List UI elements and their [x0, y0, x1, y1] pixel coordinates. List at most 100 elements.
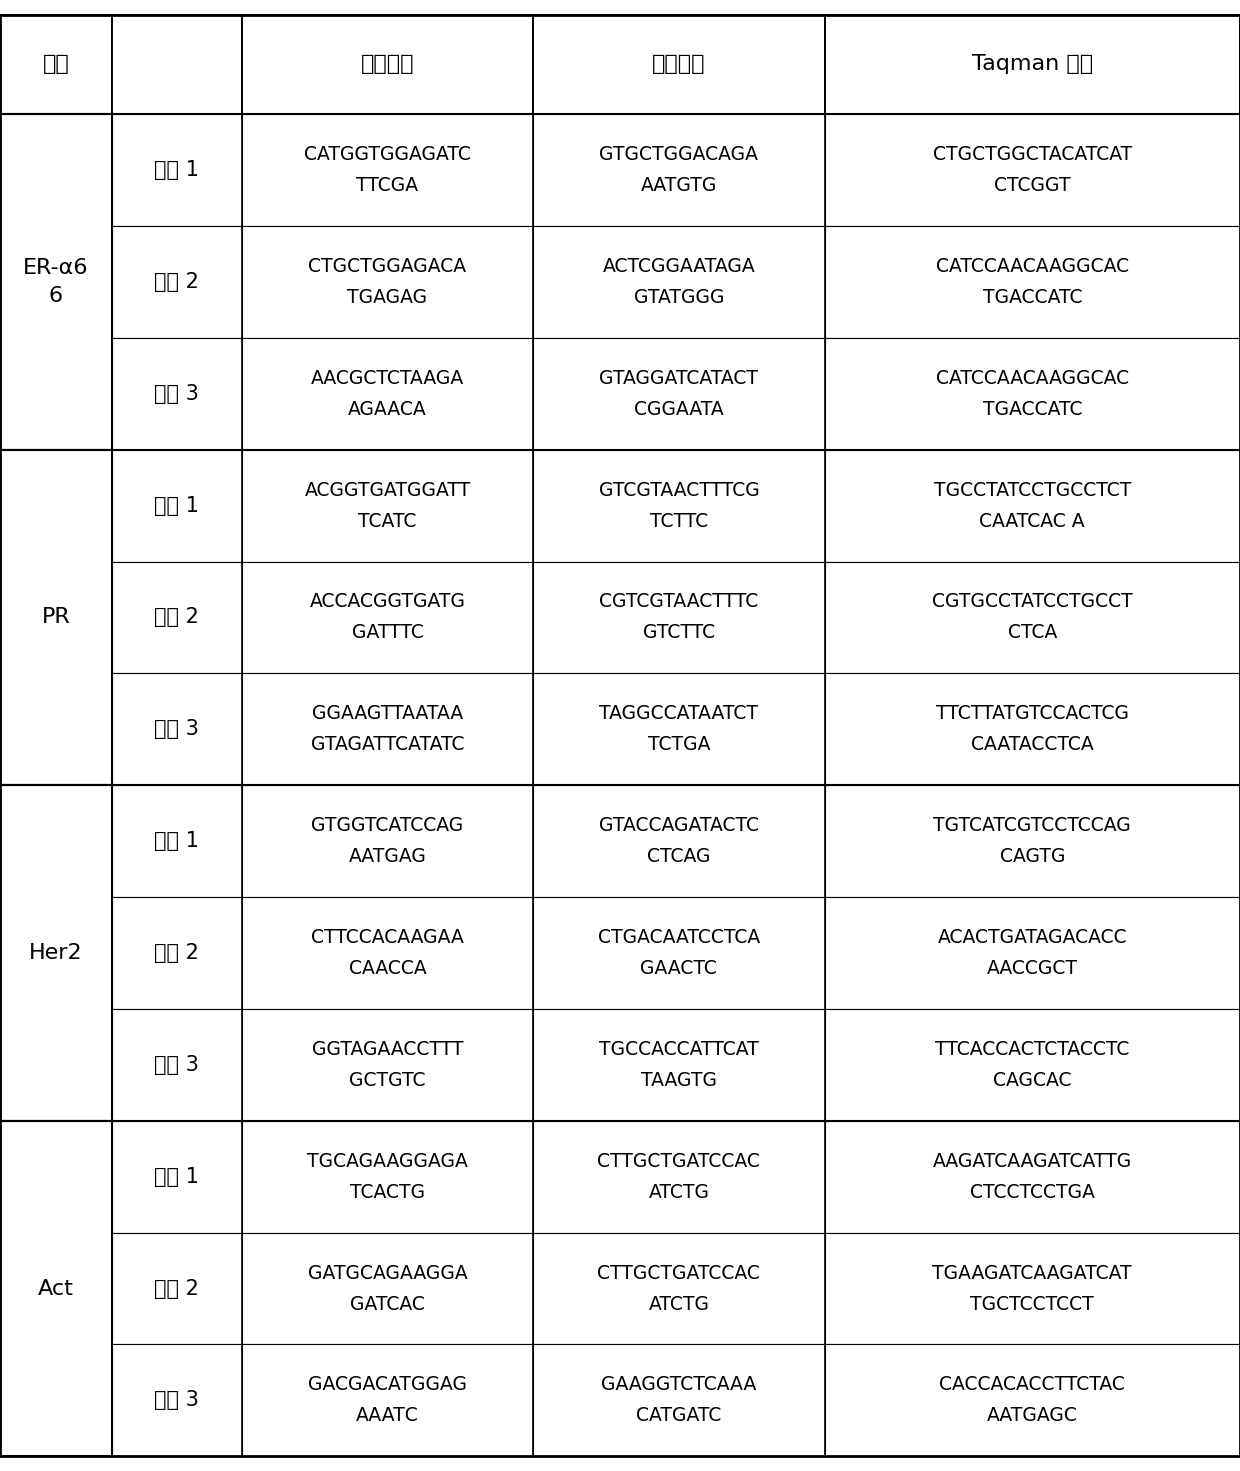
Bar — [0, 1121, 112, 1456]
Text: CGTCGTAACTTTC
GTCTTC: CGTCGTAACTTTC GTCTTC — [599, 593, 759, 643]
Text: GTGCTGGACAGA
AATGTG: GTGCTGGACAGA AATGTG — [599, 146, 759, 196]
Bar — [112, 1233, 242, 1344]
Bar — [0, 562, 112, 674]
Text: CTGCTGGCTACATCAT
CTCGGT: CTGCTGGCTACATCAT CTCGGT — [932, 146, 1132, 196]
Text: CATGGTGGAGATC
TTCGA: CATGGTGGAGATC TTCGA — [304, 146, 471, 196]
Bar — [242, 115, 533, 227]
Text: 引物 2: 引物 2 — [154, 943, 200, 964]
Text: CATCCAACAAGGCAC
TGACCATC: CATCCAACAAGGCAC TGACCATC — [936, 257, 1128, 307]
Bar — [0, 786, 112, 897]
Text: 引物 2: 引物 2 — [154, 272, 200, 291]
Bar — [533, 338, 825, 450]
Bar — [533, 562, 825, 674]
Bar — [533, 1233, 825, 1344]
Bar — [0, 674, 112, 786]
Bar — [0, 450, 112, 786]
Bar — [825, 1121, 1240, 1233]
Bar — [112, 786, 242, 897]
Bar — [0, 1009, 112, 1121]
Bar — [112, 674, 242, 786]
Bar — [0, 115, 112, 227]
Bar — [112, 450, 242, 562]
Text: ACCACGGTGATG
GATTTC: ACCACGGTGATG GATTTC — [310, 593, 465, 643]
Text: CTTGCTGATCCAC
ATCTG: CTTGCTGATCCAC ATCTG — [598, 1152, 760, 1202]
Text: 反向引物: 反向引物 — [652, 54, 706, 75]
Text: 引物 3: 引物 3 — [154, 1055, 200, 1075]
Bar — [0, 15, 112, 115]
Bar — [112, 338, 242, 450]
Bar — [825, 562, 1240, 674]
Bar — [242, 338, 533, 450]
Bar — [533, 450, 825, 562]
Text: GGAAGTTAATAA
GTAGATTCATATC: GGAAGTTAATAA GTAGATTCATATC — [311, 705, 464, 755]
Bar — [242, 1009, 533, 1121]
Bar — [0, 115, 112, 450]
Text: TTCTTATGTCCACTCG
CAATACCTCA: TTCTTATGTCCACTCG CAATACCTCA — [936, 705, 1128, 755]
Text: GTACCAGATACTC
CTCAG: GTACCAGATACTC CTCAG — [599, 816, 759, 866]
Bar — [112, 897, 242, 1009]
Bar — [0, 1344, 112, 1456]
Bar — [825, 1233, 1240, 1344]
Text: GTGGTCATCCAG
AATGAG: GTGGTCATCCAG AATGAG — [311, 816, 464, 866]
Bar — [825, 227, 1240, 338]
Text: CACCACACCTTCTAC
AATGAGC: CACCACACCTTCTAC AATGAGC — [940, 1375, 1125, 1425]
Bar — [242, 450, 533, 562]
Bar — [242, 674, 533, 786]
Bar — [242, 1121, 533, 1233]
Bar — [0, 1121, 112, 1233]
Text: CTGACAATCCTCA
GAACTC: CTGACAATCCTCA GAACTC — [598, 928, 760, 978]
Bar — [242, 786, 533, 897]
Bar — [0, 786, 112, 1121]
Text: Act: Act — [38, 1278, 73, 1299]
Text: Taqman 探针: Taqman 探针 — [972, 54, 1092, 75]
Bar — [0, 338, 112, 450]
Text: TGTCATCGTCCTCCAG
CAGTG: TGTCATCGTCCTCCAG CAGTG — [934, 816, 1131, 866]
Text: GAAGGTCTCAAA
CATGATC: GAAGGTCTCAAA CATGATC — [601, 1375, 756, 1425]
Text: CTTGCTGATCCAC
ATCTG: CTTGCTGATCCAC ATCTG — [598, 1264, 760, 1314]
Text: ER-α6
6: ER-α6 6 — [24, 257, 88, 306]
Text: TGCCTATCCTGCCTCT
CAATCAC A: TGCCTATCCTGCCTCT CAATCAC A — [934, 481, 1131, 531]
Bar — [112, 562, 242, 674]
Text: CTTCCACAAGAA
CAACCA: CTTCCACAAGAA CAACCA — [311, 928, 464, 978]
Text: 引物 3: 引物 3 — [154, 384, 200, 403]
Text: CATCCAACAAGGCAC
TGACCATC: CATCCAACAAGGCAC TGACCATC — [936, 369, 1128, 419]
Bar — [0, 897, 112, 1009]
Bar — [825, 115, 1240, 227]
Text: TAGGCCATAATCT
TCTGA: TAGGCCATAATCT TCTGA — [599, 705, 759, 755]
Bar — [533, 897, 825, 1009]
Bar — [242, 227, 533, 338]
Bar — [112, 227, 242, 338]
Bar — [825, 450, 1240, 562]
Bar — [242, 15, 533, 115]
Text: GTCGTAACTTTCG
TCTTC: GTCGTAACTTTCG TCTTC — [599, 481, 759, 531]
Text: 引物 1: 引物 1 — [154, 160, 200, 179]
Text: 引物 2: 引物 2 — [154, 1278, 200, 1299]
Text: ACGGTGATGGATT
TCATC: ACGGTGATGGATT TCATC — [304, 481, 471, 531]
Text: 正向引物: 正向引物 — [361, 54, 414, 75]
Bar — [825, 338, 1240, 450]
Bar — [242, 1233, 533, 1344]
Bar — [0, 450, 112, 562]
Bar — [242, 562, 533, 674]
Text: TGCAGAAGGAGA
TCACTG: TGCAGAAGGAGA TCACTG — [308, 1152, 467, 1202]
Bar — [242, 897, 533, 1009]
Text: TGAAGATCAAGATCAT
TGCTCCTCCT: TGAAGATCAAGATCAT TGCTCCTCCT — [932, 1264, 1132, 1314]
Text: CTGCTGGAGACA
TGAGAG: CTGCTGGAGACA TGAGAG — [309, 257, 466, 307]
Bar — [533, 1009, 825, 1121]
Bar — [112, 115, 242, 227]
Bar — [0, 227, 112, 338]
Text: AAGATCAAGATCATTG
CTCCTCCTGA: AAGATCAAGATCATTG CTCCTCCTGA — [932, 1152, 1132, 1202]
Text: 引物 1: 引物 1 — [154, 1167, 200, 1187]
Bar — [112, 1344, 242, 1456]
Text: 引物 3: 引物 3 — [154, 719, 200, 740]
Bar — [533, 15, 825, 115]
Text: 引物 2: 引物 2 — [154, 608, 200, 628]
Text: GGTAGAACCTTT
GCTGTC: GGTAGAACCTTT GCTGTC — [311, 1040, 464, 1090]
Bar — [533, 115, 825, 227]
Bar — [533, 786, 825, 897]
Text: TGCCACCATTCAT
TAAGTG: TGCCACCATTCAT TAAGTG — [599, 1040, 759, 1090]
Text: 项目: 项目 — [42, 54, 69, 75]
Text: AACGCTCTAAGA
AGAACA: AACGCTCTAAGA AGAACA — [311, 369, 464, 419]
Bar — [533, 674, 825, 786]
Bar — [825, 1344, 1240, 1456]
